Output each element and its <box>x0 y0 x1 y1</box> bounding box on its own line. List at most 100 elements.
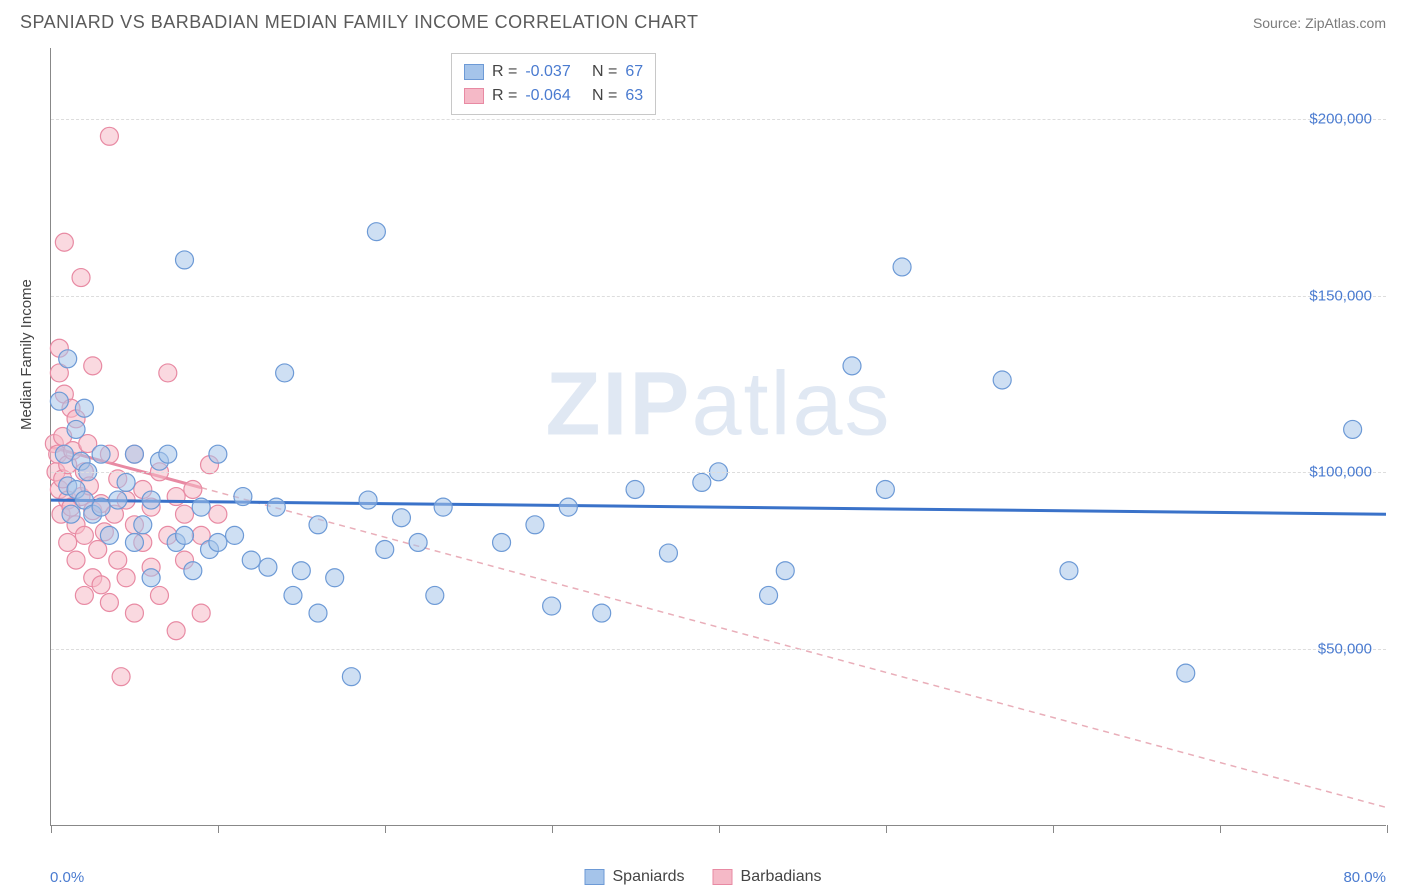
r-label: R = <box>492 84 517 108</box>
data-point <box>67 551 85 569</box>
r-value: -0.064 <box>525 84 570 108</box>
n-label: N = <box>579 60 618 84</box>
x-tick <box>552 825 553 833</box>
x-tick <box>1220 825 1221 833</box>
data-point <box>92 445 110 463</box>
source-attribution: Source: ZipAtlas.com <box>1253 15 1386 31</box>
data-point <box>100 526 118 544</box>
y-tick-label: $150,000 <box>1309 287 1372 304</box>
data-point <box>176 505 194 523</box>
data-point <box>259 558 277 576</box>
trend-line-dashed <box>201 488 1386 808</box>
x-tick <box>51 825 52 833</box>
data-point <box>142 569 160 587</box>
data-point <box>284 586 302 604</box>
source-value: ZipAtlas.com <box>1305 15 1386 31</box>
data-point <box>92 498 110 516</box>
data-point <box>276 364 294 382</box>
x-axis-min-label: 0.0% <box>50 869 84 886</box>
data-point <box>659 544 677 562</box>
data-point <box>109 551 127 569</box>
series-legend-label: Spaniards <box>613 868 685 886</box>
x-tick <box>1053 825 1054 833</box>
data-point <box>134 516 152 534</box>
x-tick <box>385 825 386 833</box>
data-point <box>760 586 778 604</box>
data-point <box>543 597 561 615</box>
y-tick-label: $100,000 <box>1309 464 1372 481</box>
data-point <box>493 533 511 551</box>
data-point <box>893 258 911 276</box>
data-point <box>117 473 135 491</box>
data-point <box>125 445 143 463</box>
data-point <box>184 562 202 580</box>
series-legend-item: Spaniards <box>585 868 685 886</box>
correlation-legend-row: R = -0.037 N = 67 <box>464 60 643 84</box>
header-bar: SPANIARD VS BARBADIAN MEDIAN FAMILY INCO… <box>0 0 1406 41</box>
data-point <box>176 526 194 544</box>
y-tick-label: $200,000 <box>1309 110 1372 127</box>
series-legend-item: Barbadians <box>713 868 822 886</box>
data-point <box>693 473 711 491</box>
data-point <box>776 562 794 580</box>
data-point <box>292 562 310 580</box>
gridline <box>51 119 1386 120</box>
data-point <box>159 445 177 463</box>
x-tick <box>886 825 887 833</box>
data-point <box>209 533 227 551</box>
n-label: N = <box>579 84 618 108</box>
chart-title: SPANIARD VS BARBADIAN MEDIAN FAMILY INCO… <box>20 12 698 33</box>
data-point <box>167 622 185 640</box>
data-point <box>55 445 73 463</box>
data-point <box>100 594 118 612</box>
gridline <box>51 296 1386 297</box>
data-point <box>109 491 127 509</box>
gridline <box>51 649 1386 650</box>
data-point <box>409 533 427 551</box>
data-point <box>59 533 77 551</box>
correlation-legend-row: R = -0.064 N = 63 <box>464 84 643 108</box>
data-point <box>75 586 93 604</box>
data-point <box>55 233 73 251</box>
data-point <box>326 569 344 587</box>
data-point <box>434 498 452 516</box>
data-point <box>993 371 1011 389</box>
series-legend: Spaniards Barbadians <box>585 868 822 886</box>
trend-line <box>51 500 1386 514</box>
data-point <box>62 505 80 523</box>
data-point <box>75 399 93 417</box>
data-point <box>1344 420 1362 438</box>
chart-plot-area: ZIPatlas R = -0.037 N = 67R = -0.064 N =… <box>50 48 1386 826</box>
data-point <box>267 498 285 516</box>
data-point <box>150 586 168 604</box>
y-axis-label: Median Family Income <box>18 279 35 430</box>
data-point <box>209 445 227 463</box>
legend-swatch <box>713 869 733 885</box>
correlation-legend: R = -0.037 N = 67R = -0.064 N = 63 <box>451 53 656 115</box>
data-point <box>376 541 394 559</box>
r-label: R = <box>492 60 517 84</box>
data-point <box>117 569 135 587</box>
data-point <box>59 350 77 368</box>
data-point <box>192 498 210 516</box>
legend-swatch <box>464 64 484 80</box>
x-tick <box>719 825 720 833</box>
x-tick <box>1387 825 1388 833</box>
gridline <box>51 472 1386 473</box>
data-point <box>626 480 644 498</box>
data-point <box>142 491 160 509</box>
data-point <box>559 498 577 516</box>
n-value: 63 <box>625 84 643 108</box>
data-point <box>192 604 210 622</box>
data-point <box>72 269 90 287</box>
data-point <box>843 357 861 375</box>
data-point <box>242 551 260 569</box>
data-point <box>125 604 143 622</box>
data-point <box>67 420 85 438</box>
data-point <box>342 668 360 686</box>
data-point <box>184 480 202 498</box>
data-point <box>1060 562 1078 580</box>
series-legend-label: Barbadians <box>741 868 822 886</box>
data-point <box>1177 664 1195 682</box>
legend-swatch <box>585 869 605 885</box>
